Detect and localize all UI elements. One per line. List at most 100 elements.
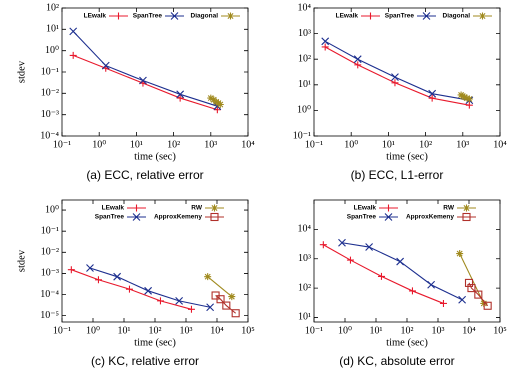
y-tick-label: 10¹ <box>46 24 59 35</box>
y-tick-label: 10⁻⁴ <box>40 289 59 300</box>
legend-label: ApproxKemeny <box>154 214 202 221</box>
x-tick-label: 10³ <box>456 139 469 150</box>
y-tick-label: 10⁻³ <box>41 109 59 120</box>
series-line <box>207 276 233 298</box>
marker <box>115 12 122 20</box>
marker <box>338 238 346 247</box>
legend-label: SpanTree <box>133 13 163 20</box>
marker <box>463 204 470 212</box>
marker <box>465 95 473 103</box>
x-tick-label: 10⁵ <box>493 325 507 336</box>
y-tick-label: 10¹ <box>298 312 311 323</box>
marker <box>385 204 392 212</box>
marker <box>427 280 436 289</box>
x-tick-label: 10⁰ <box>338 325 352 336</box>
caption: (a) ECC, relative error <box>86 168 203 182</box>
marker <box>346 256 354 264</box>
y-tick-label: 10³ <box>298 253 311 264</box>
marker <box>391 73 399 81</box>
legend-label: LEwalk <box>84 13 107 20</box>
legend-label: SpanTree <box>347 214 377 221</box>
legend-label: Diagonal <box>191 13 219 20</box>
marker <box>139 76 147 85</box>
series-line <box>72 31 218 107</box>
marker <box>132 213 141 221</box>
marker <box>170 12 179 20</box>
y-tick-label: 10³ <box>298 28 311 39</box>
marker <box>463 94 471 102</box>
marker <box>353 55 362 64</box>
marker <box>101 61 110 70</box>
caption: (b) ECC, L1-error <box>351 168 444 182</box>
y-tick-label: 10⁻¹ <box>293 130 311 141</box>
legend-label: RW <box>191 205 203 212</box>
marker <box>187 305 195 313</box>
marker <box>467 284 476 293</box>
y-tick-label: 10² <box>298 282 311 293</box>
y-tick-label: 10⁴ <box>298 224 312 235</box>
x-tick-label: 10² <box>167 139 180 150</box>
legend-label: LEwalk <box>336 13 359 20</box>
y-axis-label: stdev <box>16 249 27 272</box>
x-tick-label: 10² <box>149 325 162 336</box>
legend-label: SpanTree <box>95 214 125 221</box>
x-tick-label: 10⁴ <box>210 325 224 336</box>
x-tick-label: 10⁴ <box>493 139 507 150</box>
x-tick-label: 10⁰ <box>344 139 358 150</box>
marker <box>408 287 416 295</box>
legend-label: RW <box>443 205 455 212</box>
marker <box>67 266 75 274</box>
x-tick-label: 10³ <box>432 325 445 336</box>
x-axis-label: time (sec) <box>134 337 176 348</box>
panel: 10⁻¹ 10⁰ 10¹ 10² 10³ 10⁴ 10⁵ 10¹ 10² 10³ 10⁴ time (… <box>298 199 507 368</box>
marker <box>94 276 102 284</box>
marker <box>460 93 468 101</box>
marker <box>216 295 225 304</box>
marker <box>222 301 231 310</box>
legend-label: LEwalk <box>354 205 377 212</box>
marker <box>86 264 94 272</box>
marker <box>458 295 467 304</box>
caption: (d) KC, absolute error <box>339 354 454 368</box>
y-tick-label: 10⁰ <box>297 105 311 116</box>
marker <box>210 212 219 222</box>
marker <box>69 51 77 59</box>
y-tick-label: 10⁰ <box>45 204 59 215</box>
marker <box>113 272 122 281</box>
marker <box>422 12 431 20</box>
marker <box>479 12 486 20</box>
marker <box>216 100 224 108</box>
marker <box>144 286 153 295</box>
marker <box>156 297 164 305</box>
plot-frame <box>61 7 249 137</box>
x-tick-label: 10⁰ <box>92 139 106 150</box>
marker <box>377 272 385 280</box>
x-tick-label: 10⁰ <box>86 325 100 336</box>
y-tick-label: 10⁻⁴ <box>40 130 59 141</box>
x-tick-label: 10⁻¹ <box>305 325 323 336</box>
marker <box>211 204 218 212</box>
marker <box>465 101 473 109</box>
marker <box>176 94 184 102</box>
marker <box>483 301 492 310</box>
y-tick-label: 10⁻² <box>41 88 59 99</box>
marker <box>213 106 221 114</box>
y-tick-label: 10² <box>46 2 59 13</box>
marker <box>319 241 327 249</box>
legend-label: LEwalk <box>102 205 125 212</box>
x-axis-label: time (sec) <box>386 337 428 348</box>
series-line <box>341 242 463 301</box>
y-tick-label: 10¹ <box>298 79 311 90</box>
legend-label: SpanTree <box>385 13 415 20</box>
panel: 10⁻¹ 10⁰ 10¹ 10² 10³ 10⁴ 10⁻¹ 10⁰ 10¹ 10² 10³ 10⁴ ti… <box>293 2 508 182</box>
marker <box>456 250 464 258</box>
x-tick-label: 10² <box>401 325 414 336</box>
x-tick-label: 10¹ <box>130 139 143 150</box>
marker <box>462 212 471 222</box>
marker <box>428 94 436 102</box>
marker <box>428 89 437 98</box>
x-tick-label: 10⁻¹ <box>305 139 323 150</box>
marker <box>321 43 329 51</box>
marker <box>175 296 184 305</box>
